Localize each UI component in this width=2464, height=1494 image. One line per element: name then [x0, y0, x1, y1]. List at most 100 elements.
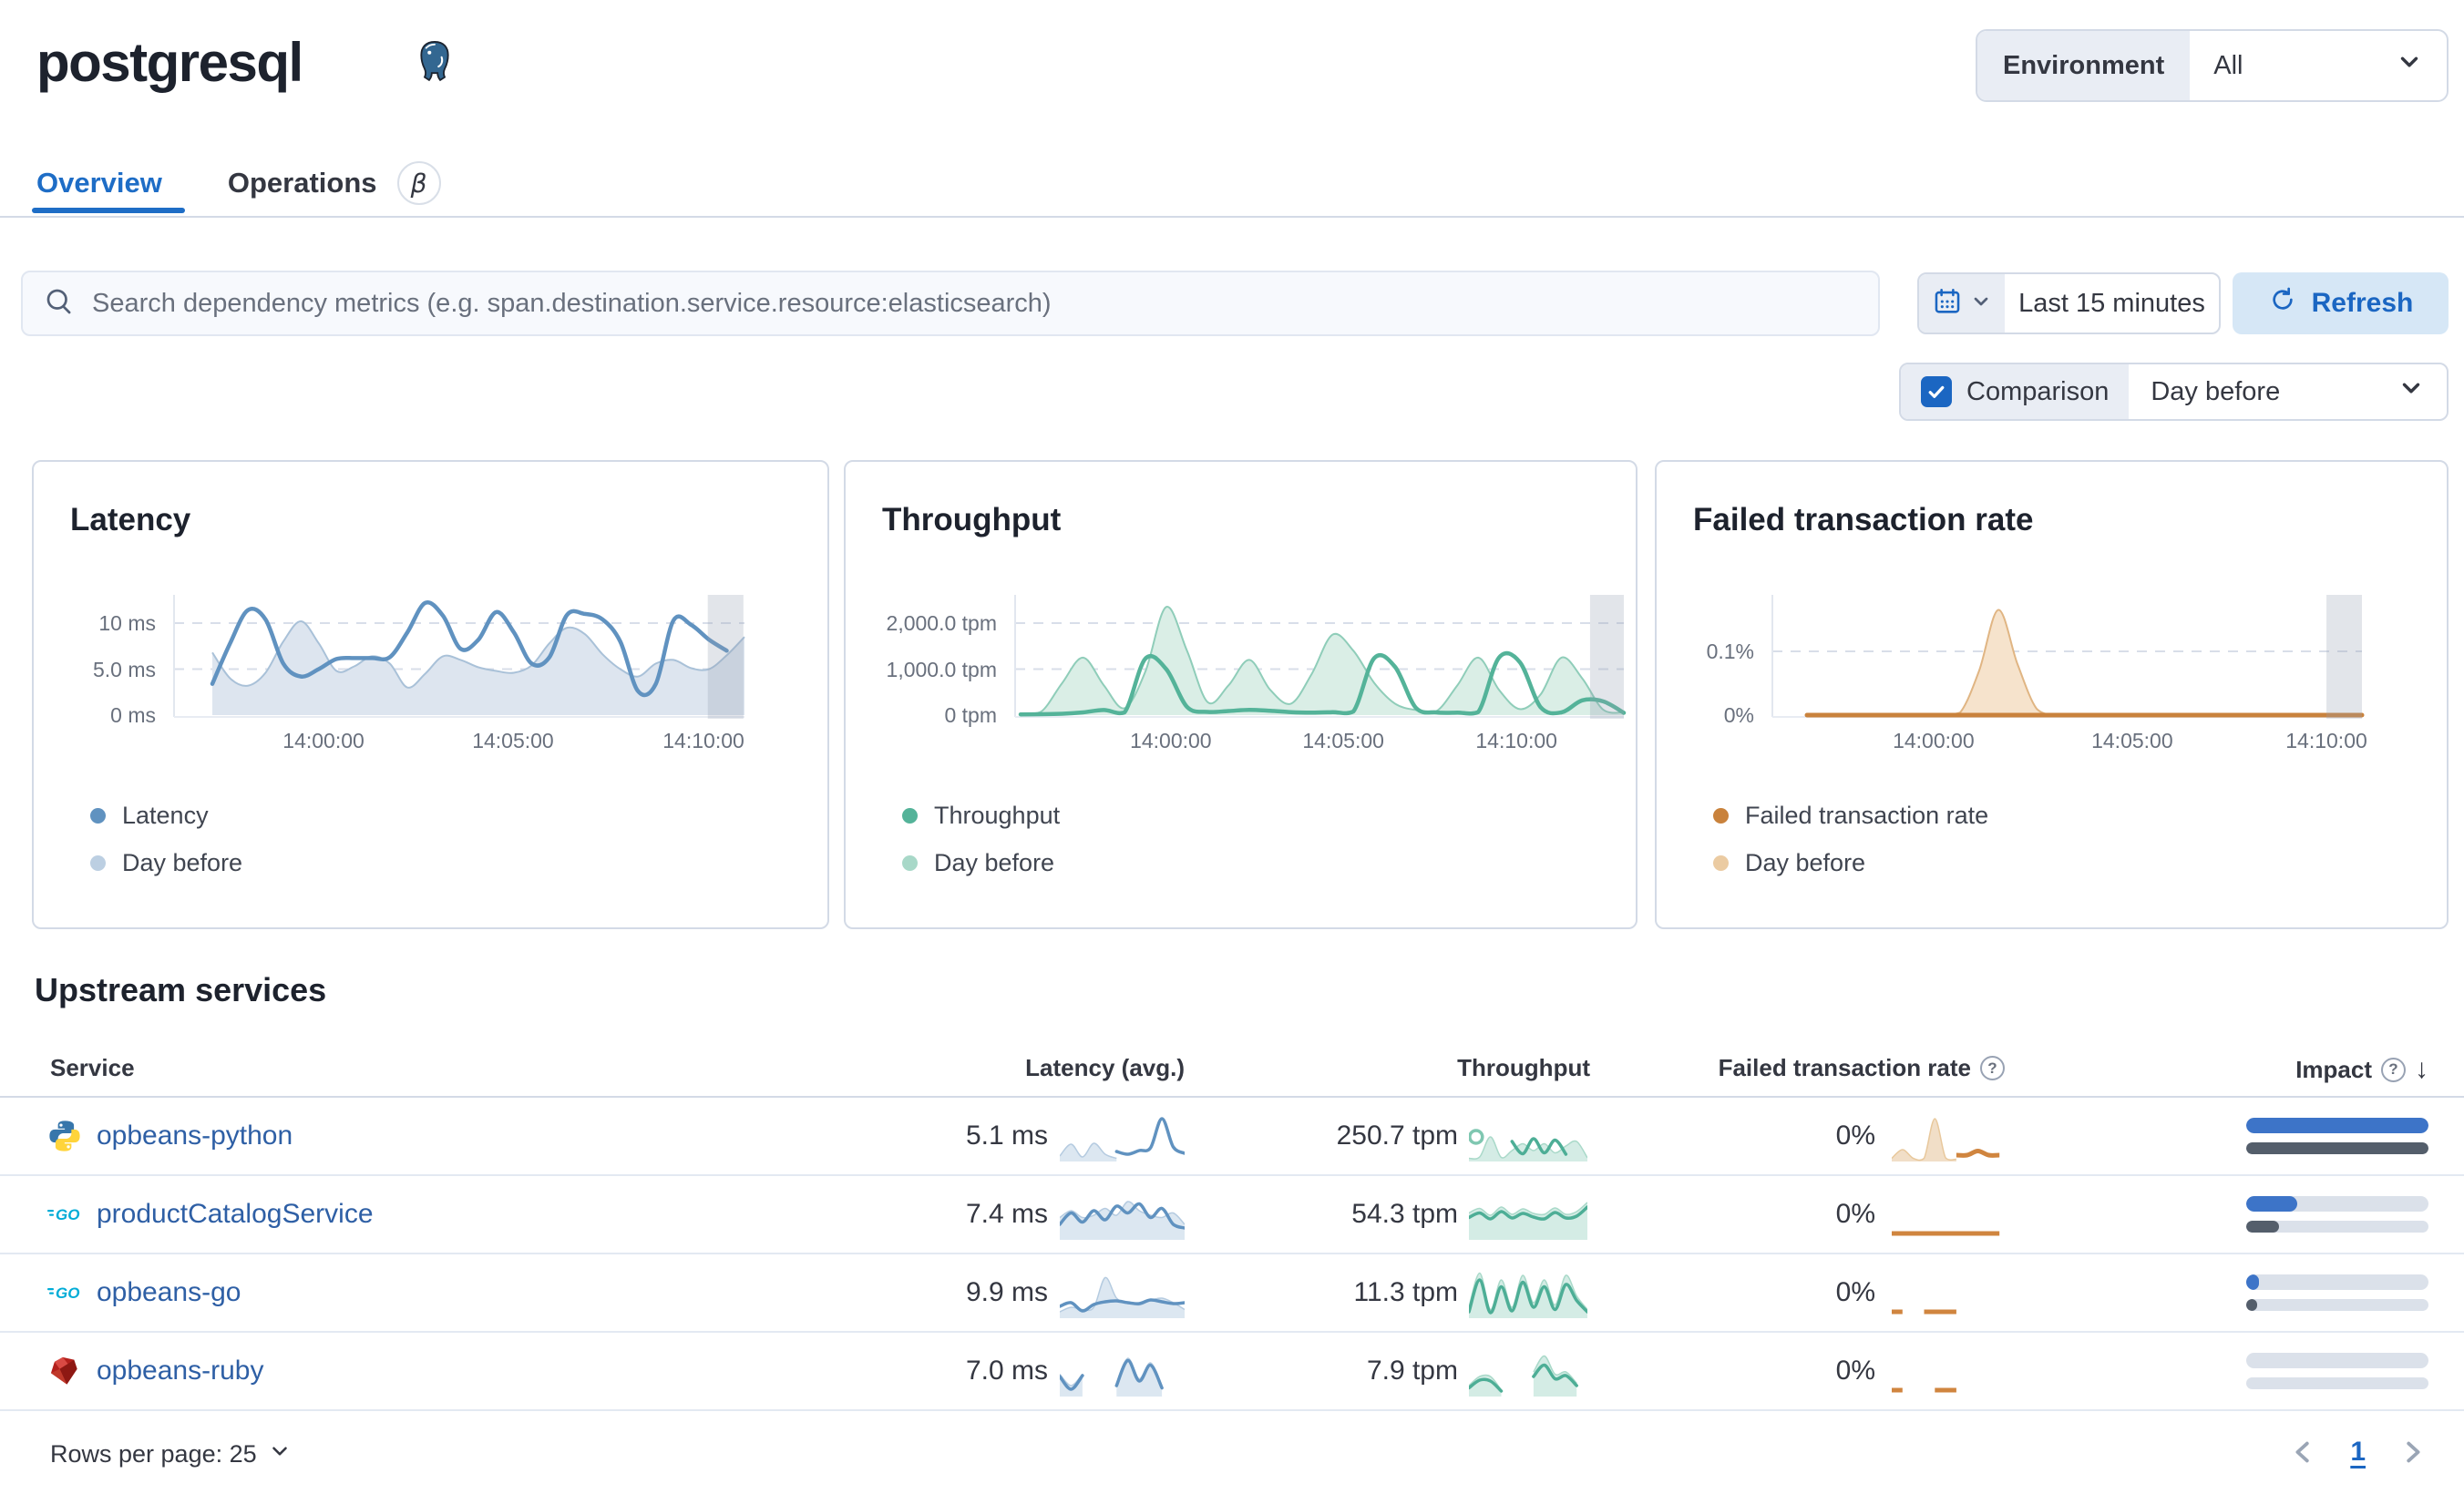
latency-sparkline [1058, 1189, 1186, 1242]
legend-item-throughput[interactable]: Throughput [902, 801, 1060, 830]
calendar-icon [1932, 286, 1963, 322]
impact-previous-bar [2246, 1142, 2428, 1154]
failed-rate-sparkline [1892, 1189, 2010, 1242]
impact-current-bar [2246, 1118, 2428, 1133]
service-link[interactable]: opbeans-python [97, 1120, 293, 1151]
sparkline [1058, 1357, 1164, 1397]
sparkline [1058, 1276, 1186, 1318]
refresh-button[interactable]: Refresh [2233, 272, 2449, 334]
tab-operations-label: Operations [227, 167, 377, 199]
column-header-impact[interactable]: Impact ? ↓ [2155, 1054, 2428, 1085]
column-label: Throughput [1457, 1054, 1590, 1081]
environment-label: Environment [1977, 31, 2191, 100]
tab-overview-label: Overview [36, 167, 162, 199]
failed-rate-value: 0% [1835, 1277, 1875, 1307]
tab-operations[interactable]: Operations β [228, 161, 441, 205]
impact-current-track [2246, 1274, 2428, 1290]
x-axis-tick: 14:00:00 [1130, 729, 1212, 752]
throughput-sparkline [1467, 1267, 1589, 1320]
table-row-productCatalogService: GO productCatalogService 7.4 ms 54.3 tpm 0% [0, 1176, 2464, 1254]
comparison-select[interactable]: Day before [2129, 364, 2447, 419]
comparison-checkbox[interactable] [1921, 376, 1952, 407]
legend-item-day-before[interactable]: Day before [90, 848, 242, 877]
comparison-value: Day before [2151, 376, 2281, 406]
chevron-down-icon [268, 1439, 292, 1469]
latency-sparkline [1058, 1267, 1186, 1320]
y-axis-tick: 0.1% [1706, 640, 1754, 663]
help-icon[interactable]: ? [1980, 1056, 2005, 1080]
latency-chart[interactable]: 10 ms 5.0 ms 0 ms 14:00:00 14:05:00 14:10:00 [34, 462, 827, 927]
table-header-row: Service Latency (avg.) Throughput Failed… [0, 1043, 2464, 1098]
comparison-toggle[interactable]: Comparison [1901, 364, 2130, 419]
legend-label: Day before [934, 848, 1055, 876]
environment-select[interactable]: All [2190, 31, 2447, 100]
legend-dot [1713, 854, 1729, 871]
service-link[interactable]: opbeans-go [97, 1277, 241, 1307]
throughput-chart-title: Throughput [882, 502, 1062, 537]
column-header-throughput[interactable]: Throughput [1317, 1054, 1590, 1082]
environment-filter[interactable]: Environment All [1976, 29, 2449, 102]
search-input[interactable] [92, 288, 1858, 319]
table-row-opbeans-python: opbeans-python 5.1 ms 250.7 tpm 0% [0, 1098, 2464, 1176]
sparkline [1468, 1129, 1588, 1161]
legend-dot [902, 854, 918, 871]
failed-rate-value: 0% [1835, 1120, 1875, 1151]
time-range-value[interactable]: Last 15 minutes [2018, 288, 2205, 318]
sparkline [1891, 1118, 2000, 1161]
comparison-control: Comparison Day before [1899, 363, 2449, 421]
impact-bars [2246, 1098, 2428, 1174]
svg-text:GO: GO [56, 1206, 79, 1223]
failed-rate-chart-panel: Failed transaction rate 0.1% 0% 14:00:00 14… [1655, 460, 2449, 929]
service-link[interactable]: opbeans-ruby [97, 1356, 264, 1386]
y-axis-tick: 2,000.0 tpm [886, 611, 997, 635]
y-axis-tick: 0 ms [110, 703, 156, 727]
rows-per-page-button[interactable]: Rows per page: 25 [50, 1432, 292, 1476]
previous-page-button[interactable] [2288, 1437, 2319, 1468]
throughput-sparkline [1467, 1346, 1587, 1398]
column-header-failed-rate[interactable]: Failed transaction rate ? [1549, 1054, 2005, 1082]
sparkline [1892, 1309, 1956, 1315]
impact-bars [2246, 1176, 2428, 1253]
chart-plot [1014, 595, 1627, 719]
chart-plot [173, 595, 745, 719]
postgresql-logo-icon [410, 36, 459, 86]
service-link[interactable]: productCatalogService [97, 1199, 374, 1229]
next-page-button[interactable] [2397, 1437, 2428, 1468]
help-icon[interactable]: ? [2381, 1057, 2406, 1082]
impact-bars [2246, 1333, 2428, 1409]
legend-item-day-before[interactable]: Day before [1713, 848, 1865, 877]
table-row-opbeans-go: GO opbeans-go 9.9 ms 11.3 tpm 0% [0, 1254, 2464, 1333]
page-number-1[interactable]: 1 [2350, 1437, 2366, 1467]
y-axis-tick: 0% [1723, 703, 1754, 727]
column-label: Latency (avg.) [1025, 1054, 1185, 1081]
y-axis-tick: 1,000.0 tpm [886, 657, 997, 681]
column-header-latency[interactable]: Latency (avg.) [911, 1054, 1185, 1082]
column-label: Failed transaction rate [1718, 1054, 1971, 1081]
time-range-picker[interactable]: Last 15 minutes [1917, 272, 2221, 334]
throughput-chart[interactable]: 2,000.0 tpm 1,000.0 tpm 0 tpm 14:00:00 14:05… [846, 462, 1636, 927]
impact-previous-bar [2246, 1299, 2257, 1311]
y-axis-tick: 10 ms [98, 611, 156, 635]
y-axis-tick: 5.0 ms [92, 657, 156, 681]
legend-item-latency[interactable]: Latency [90, 801, 209, 830]
time-picker-calendar-button[interactable] [1919, 274, 2005, 333]
failed-rate-chart-title: Failed transaction rate [1693, 502, 2034, 537]
latency-value: 9.9 ms [965, 1277, 1048, 1307]
impact-previous-track [2246, 1142, 2428, 1154]
failed-rate-value: 0% [1835, 1356, 1875, 1386]
column-header-service[interactable]: Service [50, 1054, 135, 1082]
impact-current-bar [2246, 1274, 2259, 1290]
latency-sparkline [1059, 1110, 1186, 1163]
failed-transaction-rate-chart[interactable]: 0.1% 0% 14:00:00 14:05:00 14:10:00 [1657, 462, 2447, 927]
tab-overview[interactable]: Overview [36, 167, 162, 200]
latency-value: 7.4 ms [965, 1199, 1048, 1229]
x-axis-tick: 14:05:00 [1302, 729, 1384, 752]
search-bar[interactable] [21, 271, 1880, 336]
legend-item-day-before[interactable]: Day before [902, 848, 1054, 877]
refresh-icon [2268, 285, 2297, 322]
active-tab-underline [32, 208, 185, 213]
impact-current-track [2246, 1118, 2428, 1133]
throughput-value: 7.9 tpm [1366, 1356, 1458, 1386]
legend-item-failed-rate[interactable]: Failed transaction rate [1713, 801, 1988, 830]
sparkline [1467, 1202, 1589, 1240]
